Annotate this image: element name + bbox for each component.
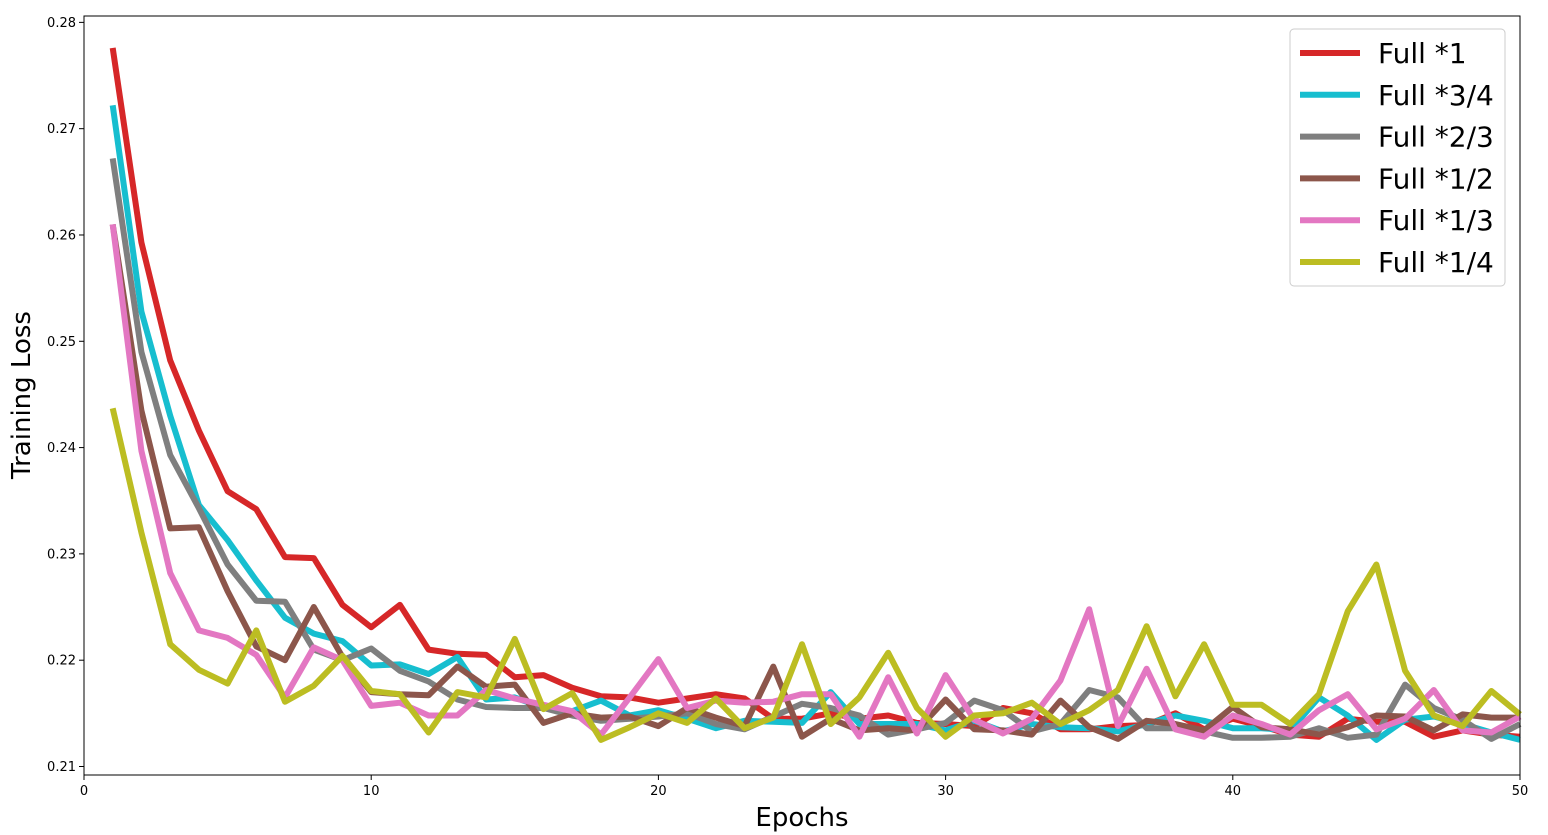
legend-label: Full *2/3: [1378, 121, 1494, 154]
series-line-6: [109, 407, 1522, 743]
x-tick-label: 0: [80, 784, 88, 799]
legend-label: Full *1/3: [1378, 204, 1494, 237]
x-tick-label: 10: [363, 784, 380, 799]
legend-label: Full *1: [1378, 37, 1467, 70]
x-axis-ticks: 0 10 20 30 40 50: [80, 775, 1528, 799]
plot-frame: [83, 15, 1521, 776]
y-tick-label: 0.24: [47, 441, 76, 456]
y-tick-label: 0.23: [47, 547, 76, 562]
legend-label: Full *3/4: [1378, 79, 1494, 112]
x-tick-label: 50: [1512, 784, 1529, 799]
y-tick-label: 0.25: [47, 335, 76, 350]
y-tick-label: 0.21: [47, 760, 76, 775]
y-tick-label: 0.27: [47, 122, 76, 137]
series-layer: [109, 47, 1522, 743]
y-axis-title: Training Loss: [7, 311, 37, 480]
y-tick-label: 0.22: [47, 654, 76, 669]
x-tick-label: 30: [937, 784, 954, 799]
y-axis-ticks: 0.21 0.22 0.23 0.24 0.25 0.26 0.27 0.28: [47, 16, 84, 775]
legend-label: Full *1/4: [1378, 246, 1494, 279]
x-axis-title: Epochs: [755, 803, 848, 833]
series-line-5: [109, 224, 1522, 740]
legend: Full *1 Full *3/4 Full *2/3 Full *1/2 Full *…: [1289, 28, 1506, 287]
y-tick-label: 0.28: [47, 16, 76, 31]
x-tick-label: 40: [1225, 784, 1242, 799]
legend-label: Full *1/2: [1378, 162, 1494, 195]
y-tick-label: 0.26: [47, 228, 76, 243]
x-tick-label: 20: [650, 784, 667, 799]
